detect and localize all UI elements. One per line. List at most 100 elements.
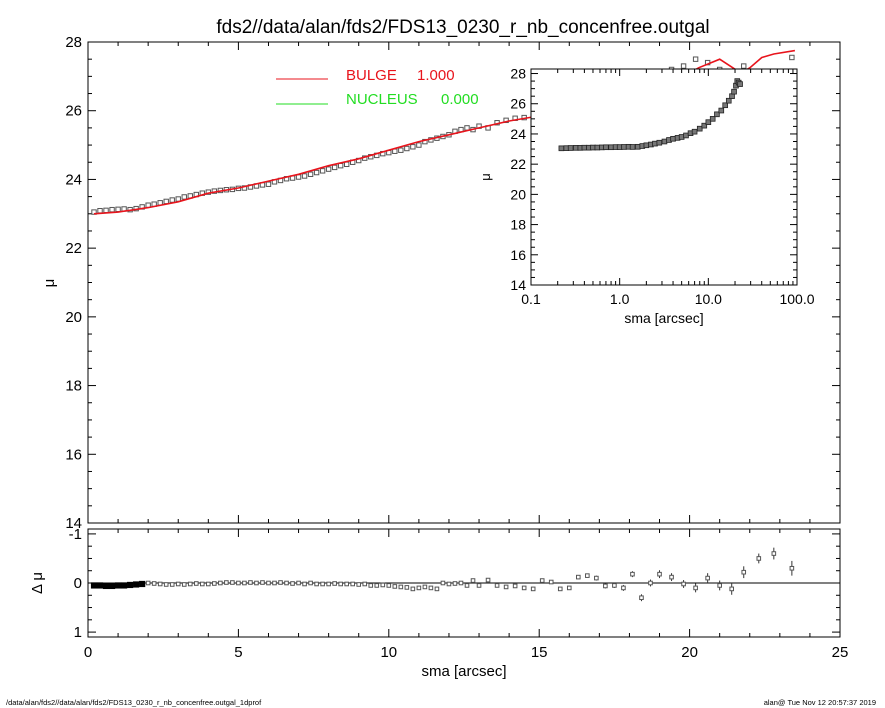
inset-panel: μ sma [arcsec] 0.1 1.0 10.0 100.0 14 16 18 20 22… xyxy=(478,66,815,326)
residual-data-point xyxy=(200,581,205,587)
main-data-point xyxy=(343,161,350,168)
residual-data-point xyxy=(434,586,440,592)
main-data-point xyxy=(181,194,187,200)
residual-data-point xyxy=(630,571,635,577)
y-tick-label: 14 xyxy=(65,515,82,532)
figure-title: fds2//data/alan/fds2/FDS13_0230_r_nb_con… xyxy=(216,17,709,38)
y-tick-label: 24 xyxy=(65,171,82,188)
residual-data-point xyxy=(284,580,289,586)
inset-data-point xyxy=(725,97,732,104)
inset-data-point xyxy=(656,139,663,146)
main-data-point xyxy=(307,171,314,177)
inset-data-point xyxy=(718,107,725,114)
main-data-point xyxy=(109,206,115,213)
residual-data-point xyxy=(548,579,554,585)
residual-data-point xyxy=(789,565,795,571)
residual-data-point xyxy=(236,580,241,586)
inset-data-point xyxy=(691,128,698,135)
residual-data-point xyxy=(612,583,617,588)
residual-data-point xyxy=(428,585,434,591)
residual-data-point xyxy=(368,583,374,588)
y-tick-label: 1 xyxy=(74,624,82,641)
residual-data-point xyxy=(771,551,777,556)
residual-data-point xyxy=(114,582,122,589)
residual-data-point xyxy=(127,581,134,589)
main-data-point xyxy=(103,207,109,214)
residual-data-point xyxy=(440,580,446,586)
y-tick-label: 18 xyxy=(65,378,82,395)
residual-data-point xyxy=(296,580,301,586)
residual-data-point xyxy=(470,578,476,583)
residual-data-point xyxy=(151,581,157,586)
residual-data-point xyxy=(187,581,193,587)
residual-data-point xyxy=(392,584,398,589)
residual-data-point xyxy=(585,573,590,578)
residual-data-point xyxy=(224,580,229,585)
residual-data-points xyxy=(90,547,795,602)
residual-data-point xyxy=(530,586,536,592)
inset-x-tick-label: 0.1 xyxy=(521,291,541,307)
residual-data-point xyxy=(90,582,98,589)
main-data-point xyxy=(325,166,332,172)
legend-nucleus-label: NUCLEUS xyxy=(346,91,418,108)
x-tick-label: 25 xyxy=(832,644,849,661)
residual-data-point xyxy=(410,586,416,592)
inset-data-point xyxy=(701,122,708,129)
inset-data-point xyxy=(621,144,627,150)
inset-data-point xyxy=(643,142,650,149)
residual-data-point xyxy=(374,583,380,588)
main-data-point xyxy=(741,63,747,69)
residual-data-point xyxy=(278,580,283,585)
residual-data-point xyxy=(206,581,211,587)
main-data-point xyxy=(295,174,302,180)
inset-data-points xyxy=(558,78,743,152)
inset-x-tick-label: 1.0 xyxy=(610,291,630,307)
residual-data-point xyxy=(452,581,458,586)
inset-data-point xyxy=(608,144,614,151)
residual-data-point xyxy=(386,583,392,588)
main-data-point xyxy=(331,164,338,171)
residual-data-point xyxy=(648,580,653,586)
main-data-point xyxy=(789,54,795,61)
inset-data-point xyxy=(729,93,735,99)
residual-data-point xyxy=(102,582,110,590)
main-data-point xyxy=(91,209,97,215)
residual-data-point xyxy=(108,582,116,590)
main-data-point xyxy=(313,169,320,176)
residual-data-point xyxy=(163,582,169,587)
inset-data-point xyxy=(705,119,712,125)
residual-data-point xyxy=(175,581,181,587)
residual-data-point xyxy=(230,580,235,585)
residual-data-point xyxy=(145,580,151,586)
inset-x-tick-label: 10.0 xyxy=(695,291,722,307)
main-data-point xyxy=(464,125,470,131)
main-y-axis-label: μ xyxy=(41,279,58,288)
residual-data-point xyxy=(566,585,572,591)
residual-data-point xyxy=(344,581,349,587)
residual-data-point xyxy=(458,580,464,586)
residual-data-point xyxy=(332,581,337,586)
residual-data-point xyxy=(308,580,313,586)
residual-data-point xyxy=(254,580,259,586)
residual-data-point xyxy=(133,581,140,588)
residual-data-point xyxy=(512,583,518,589)
residual-data-point xyxy=(320,581,325,587)
legend: BULGE 1.000 NUCLEUS 0.000 xyxy=(276,67,479,108)
main-data-point xyxy=(680,63,687,69)
inset-data-point xyxy=(634,143,641,150)
inset-data-point xyxy=(594,144,601,151)
inset-data-point xyxy=(731,88,737,95)
main-data-point xyxy=(301,173,308,179)
y-tick-label: 0 xyxy=(74,575,82,592)
legend-bulge-value: 1.000 xyxy=(417,67,455,84)
inset-y-tick-label: 14 xyxy=(510,277,526,293)
residual-data-point xyxy=(669,574,674,580)
inset-axis-ticks: 0.1 1.0 10.0 100.0 14 16 18 20 22 24 26 28 xyxy=(510,66,814,307)
residual-data-point xyxy=(169,582,175,587)
residual-data-point xyxy=(398,584,404,590)
residual-data-point xyxy=(416,585,422,591)
inset-y-tick-label: 16 xyxy=(510,247,526,263)
residual-data-point xyxy=(603,583,608,589)
residual-data-point xyxy=(338,581,343,587)
